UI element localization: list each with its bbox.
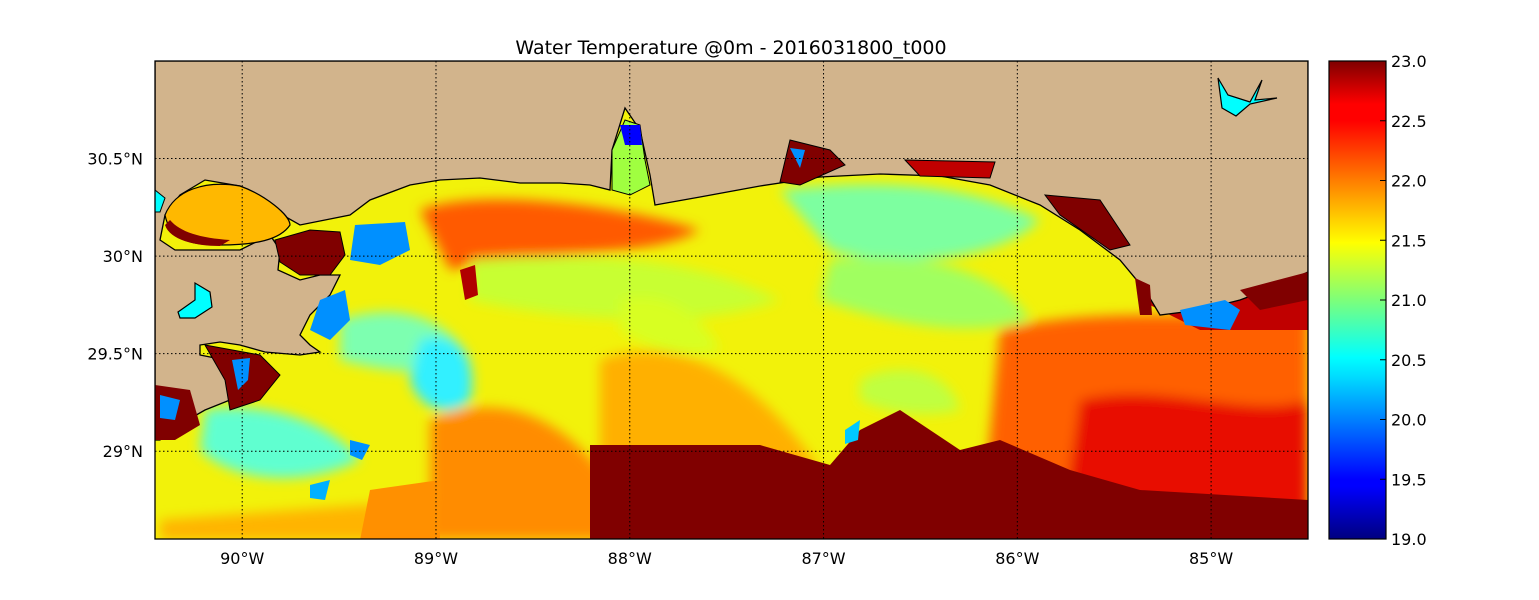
colorbar-tick-label: 23.0 (1391, 52, 1427, 71)
colorbar-ticks: 19.0 19.5 20.0 20.5 21.0 21.5 22.0 22.5 23.0 (1380, 52, 1427, 549)
lake-2 (1217, 77, 1278, 117)
y-tick-label: 30.5°N (87, 150, 143, 169)
x-tick-label: 88°W (608, 549, 652, 568)
plot-frame (154, 60, 1309, 540)
colorbar-gradient (1328, 60, 1387, 540)
x-axis-ticks: 90°W 89°W 88°W 87°W 86°W 85°W (220, 549, 1233, 568)
chart-title: Water Temperature @0m - 2016031800_t000 (515, 37, 946, 59)
temperature-field (160, 184, 1308, 539)
colorbar-tick-label: 21.5 (1391, 231, 1427, 250)
x-tick-label: 86°W (995, 549, 1039, 568)
colorbar-tick-label: 20.5 (1391, 351, 1427, 370)
colorbar-tick-label: 22.0 (1391, 172, 1427, 191)
y-tick-label: 29.5°N (87, 345, 143, 364)
map-area (155, 61, 1308, 539)
warm-band (590, 410, 1308, 539)
y-tick-label: 29°N (103, 442, 143, 461)
x-tick-label: 90°W (220, 549, 264, 568)
colorbar-tick-label: 21.0 (1391, 291, 1427, 310)
gridlines (155, 61, 1308, 539)
x-tick-label: 85°W (1189, 549, 1233, 568)
colorbar-tick-label: 22.5 (1391, 112, 1427, 131)
x-tick-label: 87°W (801, 549, 845, 568)
colorbar-tick-label: 20.0 (1391, 411, 1427, 430)
colorbar-tick-label: 19.5 (1391, 470, 1427, 489)
y-tick-label: 30°N (103, 247, 143, 266)
colorbar-tick-label: 19.0 (1391, 530, 1427, 549)
lake-1 (177, 281, 213, 319)
y-axis-ticks: 29°N 29.5°N 30°N 30.5°N (87, 150, 143, 462)
colorbar: 19.0 19.5 20.0 20.5 21.0 21.5 22.0 22.5 23.0 (1328, 52, 1427, 549)
x-tick-label: 89°W (414, 549, 458, 568)
